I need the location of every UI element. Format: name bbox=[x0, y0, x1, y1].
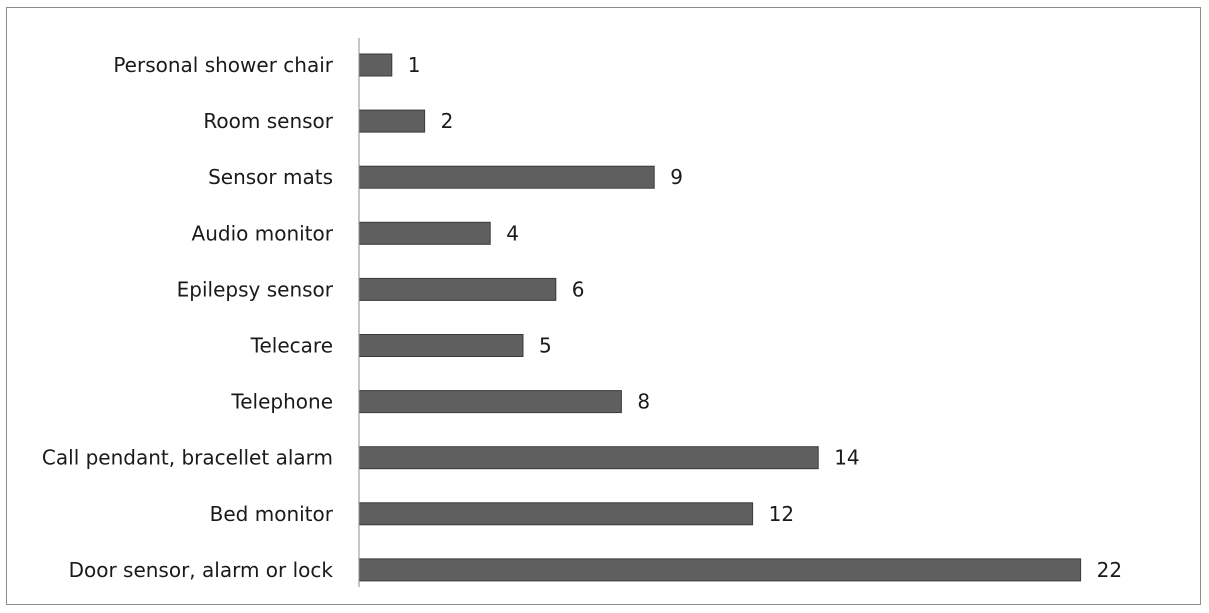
bar-6 bbox=[358, 334, 524, 357]
value-label-3: 9 bbox=[670, 165, 683, 189]
bar-3 bbox=[358, 165, 655, 189]
value-label-5: 6 bbox=[572, 277, 585, 301]
value-label-1: 1 bbox=[408, 53, 421, 77]
bar-8 bbox=[358, 446, 819, 470]
value-label-7: 8 bbox=[637, 390, 650, 414]
bars-layer bbox=[358, 53, 1082, 582]
value-label-6: 5 bbox=[539, 334, 552, 358]
value-label-10: 22 bbox=[1097, 558, 1122, 582]
bar-4 bbox=[358, 221, 491, 245]
value-label-9: 12 bbox=[769, 502, 794, 526]
category-label-4: Audio monitor bbox=[192, 221, 334, 245]
bar-5 bbox=[358, 277, 557, 301]
category-labels: Personal shower chair Room sensor Sensor m… bbox=[42, 53, 334, 582]
value-label-2: 2 bbox=[441, 109, 454, 133]
category-label-1: Personal shower chair bbox=[113, 53, 333, 77]
value-label-8: 14 bbox=[834, 446, 859, 470]
category-label-8: Call pendant, bracellet alarm bbox=[42, 446, 333, 470]
category-label-10: Door sensor, alarm or lock bbox=[69, 558, 334, 582]
bar-7 bbox=[358, 390, 622, 414]
category-label-2: Room sensor bbox=[203, 109, 333, 133]
category-label-7: Telephone bbox=[230, 390, 333, 414]
category-label-9: Bed monitor bbox=[210, 502, 334, 526]
bar-2 bbox=[358, 109, 426, 133]
category-label-6: Telecare bbox=[250, 334, 333, 358]
category-label-5: Epilepsy sensor bbox=[177, 277, 334, 301]
category-label-3: Sensor mats bbox=[208, 165, 333, 189]
value-label-4: 4 bbox=[506, 221, 519, 245]
bar-1 bbox=[358, 53, 393, 77]
bar-9 bbox=[358, 502, 754, 526]
bar-10 bbox=[358, 558, 1082, 582]
